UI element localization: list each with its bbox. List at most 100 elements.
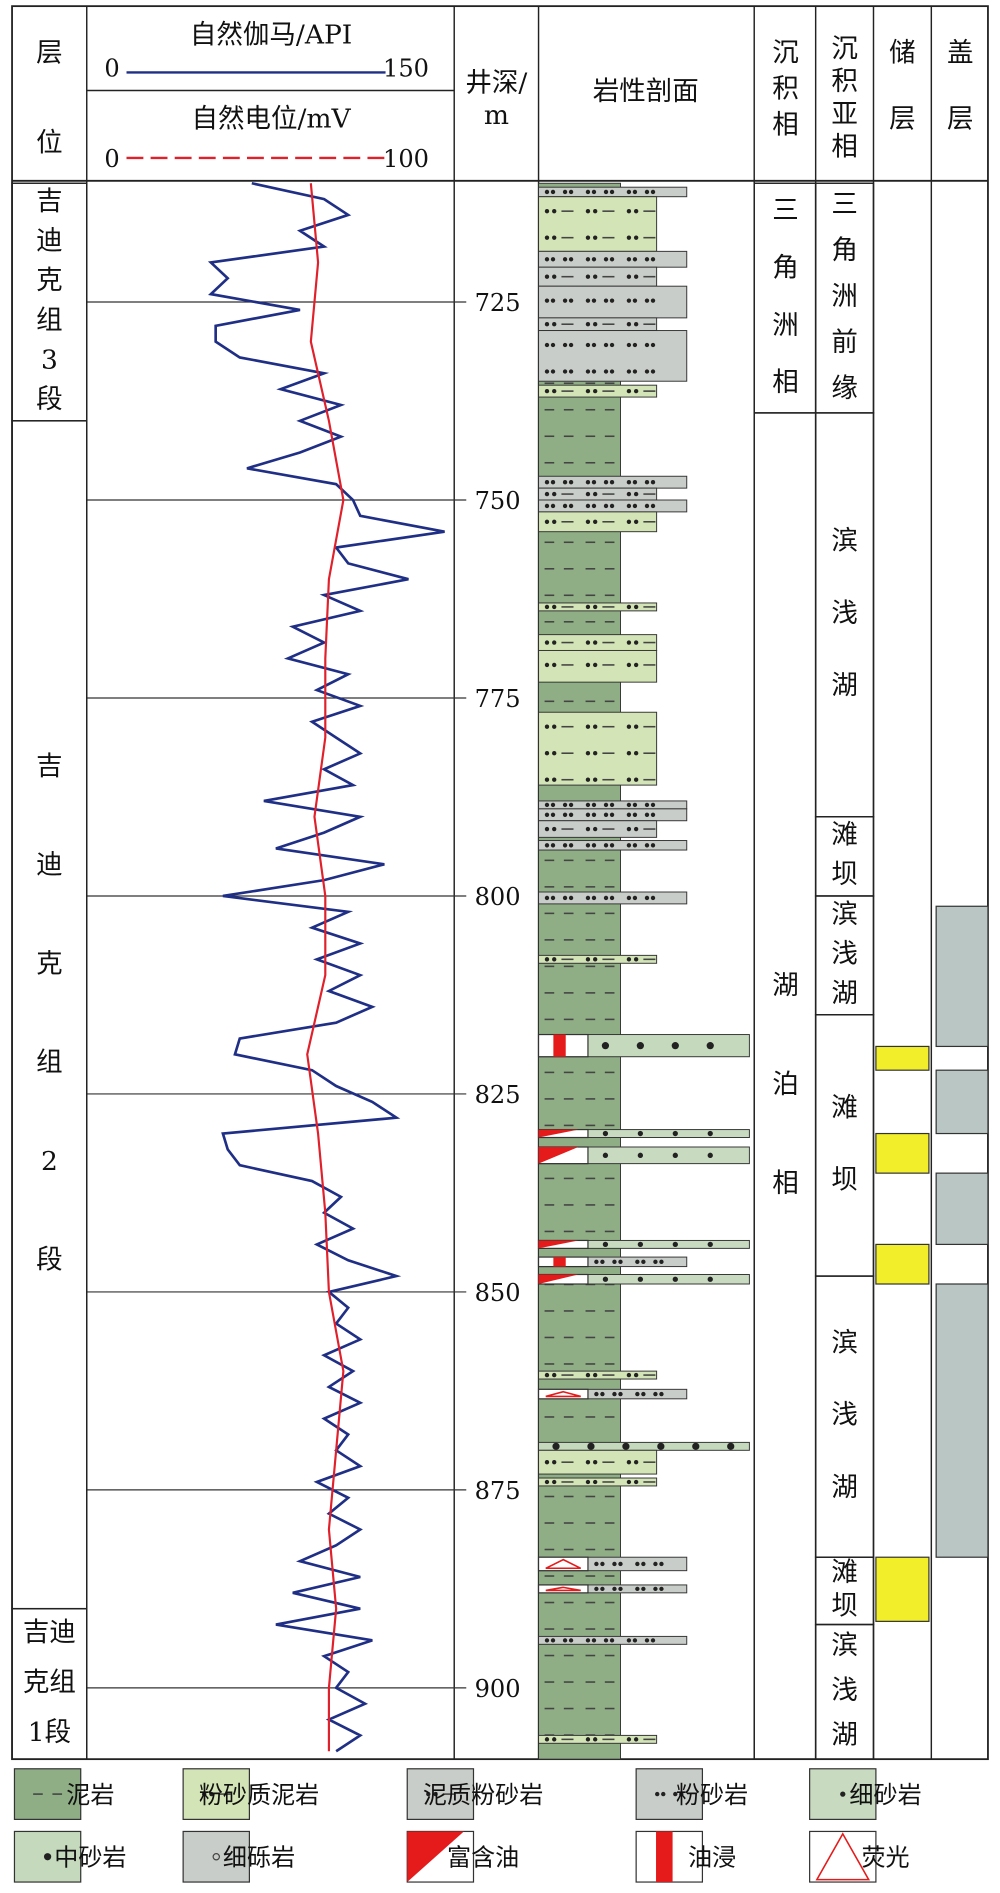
pattern xyxy=(600,1259,605,1264)
pattern xyxy=(672,1152,678,1158)
pattern xyxy=(609,257,615,262)
pattern xyxy=(544,662,550,668)
subfacies-header: 沉积亚相 xyxy=(831,34,858,163)
pattern xyxy=(626,369,632,374)
pattern xyxy=(637,1276,644,1282)
pattern xyxy=(585,235,591,240)
pattern xyxy=(653,1391,658,1397)
pattern xyxy=(650,812,656,817)
facies-label: 湖泊相 xyxy=(772,970,799,1199)
pattern xyxy=(626,298,632,303)
pattern xyxy=(552,604,557,610)
pattern xyxy=(562,1638,568,1643)
pattern xyxy=(644,369,650,374)
pattern xyxy=(626,1737,632,1742)
pattern xyxy=(659,1561,664,1567)
pattern xyxy=(644,480,650,485)
pattern xyxy=(609,369,615,374)
oil-show-box xyxy=(537,1584,589,1594)
pattern xyxy=(644,812,650,817)
lithology-bed xyxy=(538,330,688,382)
pattern xyxy=(609,480,615,485)
pattern xyxy=(585,274,591,279)
pattern xyxy=(632,503,638,509)
pattern xyxy=(552,1372,557,1378)
pattern xyxy=(609,189,615,195)
pattern xyxy=(552,662,557,668)
sp-min: 0 xyxy=(104,145,119,173)
pattern xyxy=(544,503,550,509)
pattern xyxy=(626,235,632,240)
pattern xyxy=(603,369,609,374)
pattern xyxy=(650,342,656,348)
pattern xyxy=(593,491,598,497)
pattern xyxy=(637,1241,644,1248)
pattern xyxy=(626,274,632,279)
pattern xyxy=(603,812,609,817)
pattern xyxy=(544,189,550,195)
pattern xyxy=(679,1791,684,1797)
legend-swatch xyxy=(13,1768,82,1820)
legend-label: 泥岩 xyxy=(66,1781,114,1809)
pattern xyxy=(626,208,632,214)
pattern xyxy=(568,843,574,848)
pattern xyxy=(603,802,609,808)
pattern xyxy=(612,1259,617,1264)
pattern xyxy=(632,257,638,262)
pattern xyxy=(672,1241,678,1248)
pattern xyxy=(585,503,591,509)
pattern xyxy=(585,826,591,832)
pattern xyxy=(593,1737,598,1742)
pattern xyxy=(562,812,568,817)
lithology-bed xyxy=(538,649,658,683)
pattern xyxy=(609,812,615,817)
strata-label: 迪 xyxy=(36,226,62,257)
pattern xyxy=(562,503,568,509)
pattern xyxy=(633,777,639,782)
pattern xyxy=(618,1586,623,1592)
pattern xyxy=(585,480,591,485)
oil-show xyxy=(538,1240,579,1249)
pattern xyxy=(593,388,598,394)
pattern xyxy=(544,369,550,374)
pattern xyxy=(626,957,632,962)
pattern xyxy=(626,189,632,195)
lithology-bed xyxy=(538,1441,750,1451)
oil-show xyxy=(538,1129,579,1138)
lithology-bed xyxy=(538,820,658,838)
pattern xyxy=(585,322,591,327)
pattern xyxy=(626,322,632,327)
pattern xyxy=(633,826,639,832)
pattern xyxy=(659,1586,664,1592)
subfacies-label: 滩坝 xyxy=(831,1092,858,1195)
pattern xyxy=(603,480,609,485)
lithology-bed xyxy=(538,511,658,533)
pattern xyxy=(626,724,632,729)
pattern xyxy=(650,257,656,262)
pattern xyxy=(637,1152,644,1158)
pattern xyxy=(672,1130,678,1137)
pattern xyxy=(657,1442,665,1450)
pattern xyxy=(637,1130,644,1137)
pattern xyxy=(626,604,632,610)
pattern xyxy=(706,1042,714,1050)
pattern xyxy=(585,843,591,848)
pattern xyxy=(568,189,574,195)
depth-header: m xyxy=(484,100,509,131)
pattern xyxy=(593,235,598,240)
pattern xyxy=(626,1372,632,1378)
pattern xyxy=(550,812,556,817)
oil-show xyxy=(545,1390,581,1398)
pattern xyxy=(602,1241,609,1248)
pattern xyxy=(626,1638,632,1643)
pattern xyxy=(603,843,609,848)
pattern xyxy=(544,640,550,645)
pattern xyxy=(552,519,557,524)
pattern xyxy=(550,480,556,485)
pattern xyxy=(603,895,609,901)
pattern xyxy=(673,1791,678,1797)
caprock-interval xyxy=(935,905,989,1048)
pattern xyxy=(601,1042,610,1050)
pattern xyxy=(692,1442,700,1450)
pattern xyxy=(591,503,597,509)
